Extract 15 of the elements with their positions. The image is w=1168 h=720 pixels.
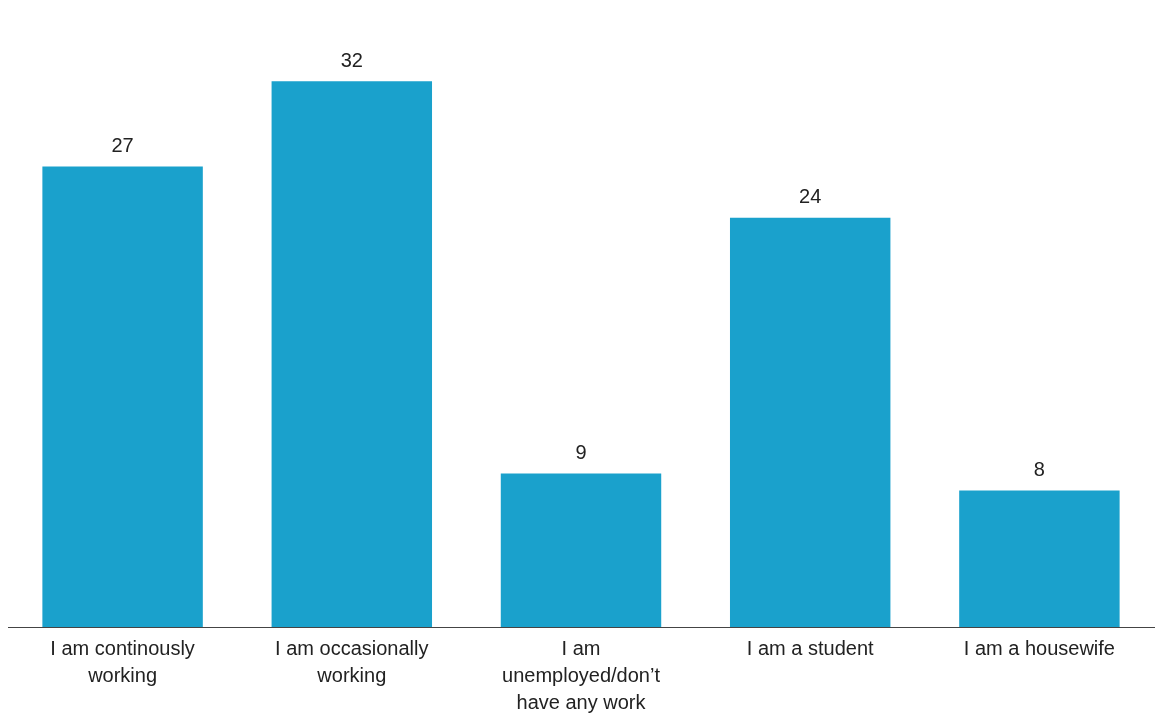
x-tick-label: I am unemployed/don’t have any work <box>502 637 661 714</box>
x-tick-label: I am occasionally working <box>275 637 429 687</box>
x-tick-label: I am continously working <box>50 637 195 687</box>
data-label: 27 <box>111 133 134 156</box>
bar <box>959 490 1120 627</box>
data-label: 9 <box>575 441 587 463</box>
x-tick-label: I am a student <box>746 637 875 660</box>
data-label: 8 <box>1033 458 1045 481</box>
bar <box>271 81 433 627</box>
data-label: 24 <box>799 185 822 208</box>
x-tick-label: I am a housewife <box>963 637 1115 660</box>
bar <box>42 166 203 627</box>
bar <box>729 217 891 627</box>
data-label: 32 <box>340 48 363 71</box>
bar <box>500 473 662 627</box>
